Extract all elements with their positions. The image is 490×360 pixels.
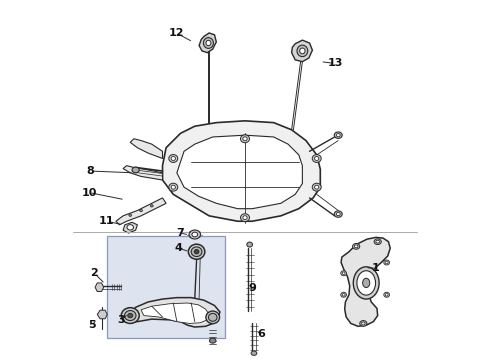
- Ellipse shape: [341, 271, 346, 276]
- Text: 10: 10: [81, 188, 97, 198]
- Ellipse shape: [251, 351, 257, 355]
- Ellipse shape: [169, 154, 178, 162]
- Polygon shape: [130, 139, 163, 158]
- Polygon shape: [128, 298, 220, 327]
- Ellipse shape: [360, 320, 367, 326]
- Ellipse shape: [315, 185, 319, 189]
- Polygon shape: [116, 198, 166, 225]
- Ellipse shape: [312, 154, 321, 162]
- Ellipse shape: [247, 242, 252, 247]
- Ellipse shape: [342, 293, 345, 296]
- Text: 9: 9: [248, 283, 256, 293]
- Ellipse shape: [385, 293, 388, 296]
- Text: 11: 11: [99, 216, 115, 226]
- Ellipse shape: [384, 292, 390, 297]
- Ellipse shape: [243, 137, 247, 141]
- Ellipse shape: [132, 167, 139, 173]
- Ellipse shape: [171, 185, 175, 189]
- Ellipse shape: [210, 338, 216, 343]
- Text: 5: 5: [88, 320, 96, 330]
- Ellipse shape: [208, 314, 217, 321]
- Polygon shape: [123, 222, 137, 233]
- Ellipse shape: [189, 230, 200, 239]
- Polygon shape: [199, 33, 216, 53]
- Ellipse shape: [243, 216, 247, 220]
- Ellipse shape: [363, 278, 370, 288]
- Ellipse shape: [353, 267, 379, 299]
- Ellipse shape: [376, 240, 379, 243]
- Ellipse shape: [191, 247, 202, 257]
- Polygon shape: [123, 166, 163, 180]
- Text: 12: 12: [169, 28, 184, 38]
- Ellipse shape: [341, 292, 346, 297]
- Text: 2: 2: [91, 268, 98, 278]
- Ellipse shape: [315, 157, 319, 161]
- Ellipse shape: [188, 244, 205, 259]
- Text: 4: 4: [175, 243, 183, 253]
- Ellipse shape: [374, 239, 381, 244]
- Text: 13: 13: [328, 58, 343, 68]
- Ellipse shape: [385, 261, 388, 264]
- Ellipse shape: [128, 314, 133, 318]
- Ellipse shape: [122, 308, 139, 323]
- Ellipse shape: [312, 183, 321, 191]
- Text: 1: 1: [372, 263, 380, 273]
- Ellipse shape: [206, 311, 220, 324]
- Text: 8: 8: [86, 166, 94, 176]
- Text: 7: 7: [176, 228, 184, 238]
- Text: 6: 6: [257, 329, 265, 339]
- Bar: [107, 235, 225, 338]
- Ellipse shape: [300, 48, 305, 54]
- Ellipse shape: [171, 157, 175, 161]
- Ellipse shape: [384, 260, 390, 265]
- Ellipse shape: [192, 232, 197, 237]
- Ellipse shape: [241, 214, 249, 222]
- Ellipse shape: [206, 40, 211, 46]
- Ellipse shape: [150, 204, 153, 207]
- Polygon shape: [95, 283, 104, 292]
- Ellipse shape: [342, 272, 345, 274]
- Polygon shape: [141, 303, 209, 323]
- Ellipse shape: [353, 243, 360, 249]
- Ellipse shape: [334, 211, 342, 217]
- Ellipse shape: [357, 271, 375, 295]
- Text: 3: 3: [118, 315, 125, 325]
- Polygon shape: [341, 237, 390, 326]
- Ellipse shape: [336, 134, 340, 137]
- Ellipse shape: [336, 212, 340, 216]
- Ellipse shape: [362, 322, 365, 325]
- Ellipse shape: [203, 38, 214, 48]
- Ellipse shape: [297, 45, 308, 57]
- Polygon shape: [177, 135, 302, 209]
- Polygon shape: [163, 121, 320, 221]
- Ellipse shape: [127, 225, 133, 230]
- Polygon shape: [97, 310, 107, 319]
- Ellipse shape: [129, 214, 132, 216]
- Ellipse shape: [124, 311, 136, 320]
- Ellipse shape: [194, 249, 199, 254]
- Ellipse shape: [241, 135, 249, 143]
- Ellipse shape: [169, 183, 178, 191]
- Polygon shape: [292, 40, 313, 62]
- Ellipse shape: [140, 209, 143, 212]
- Ellipse shape: [354, 245, 358, 248]
- Ellipse shape: [334, 132, 342, 138]
